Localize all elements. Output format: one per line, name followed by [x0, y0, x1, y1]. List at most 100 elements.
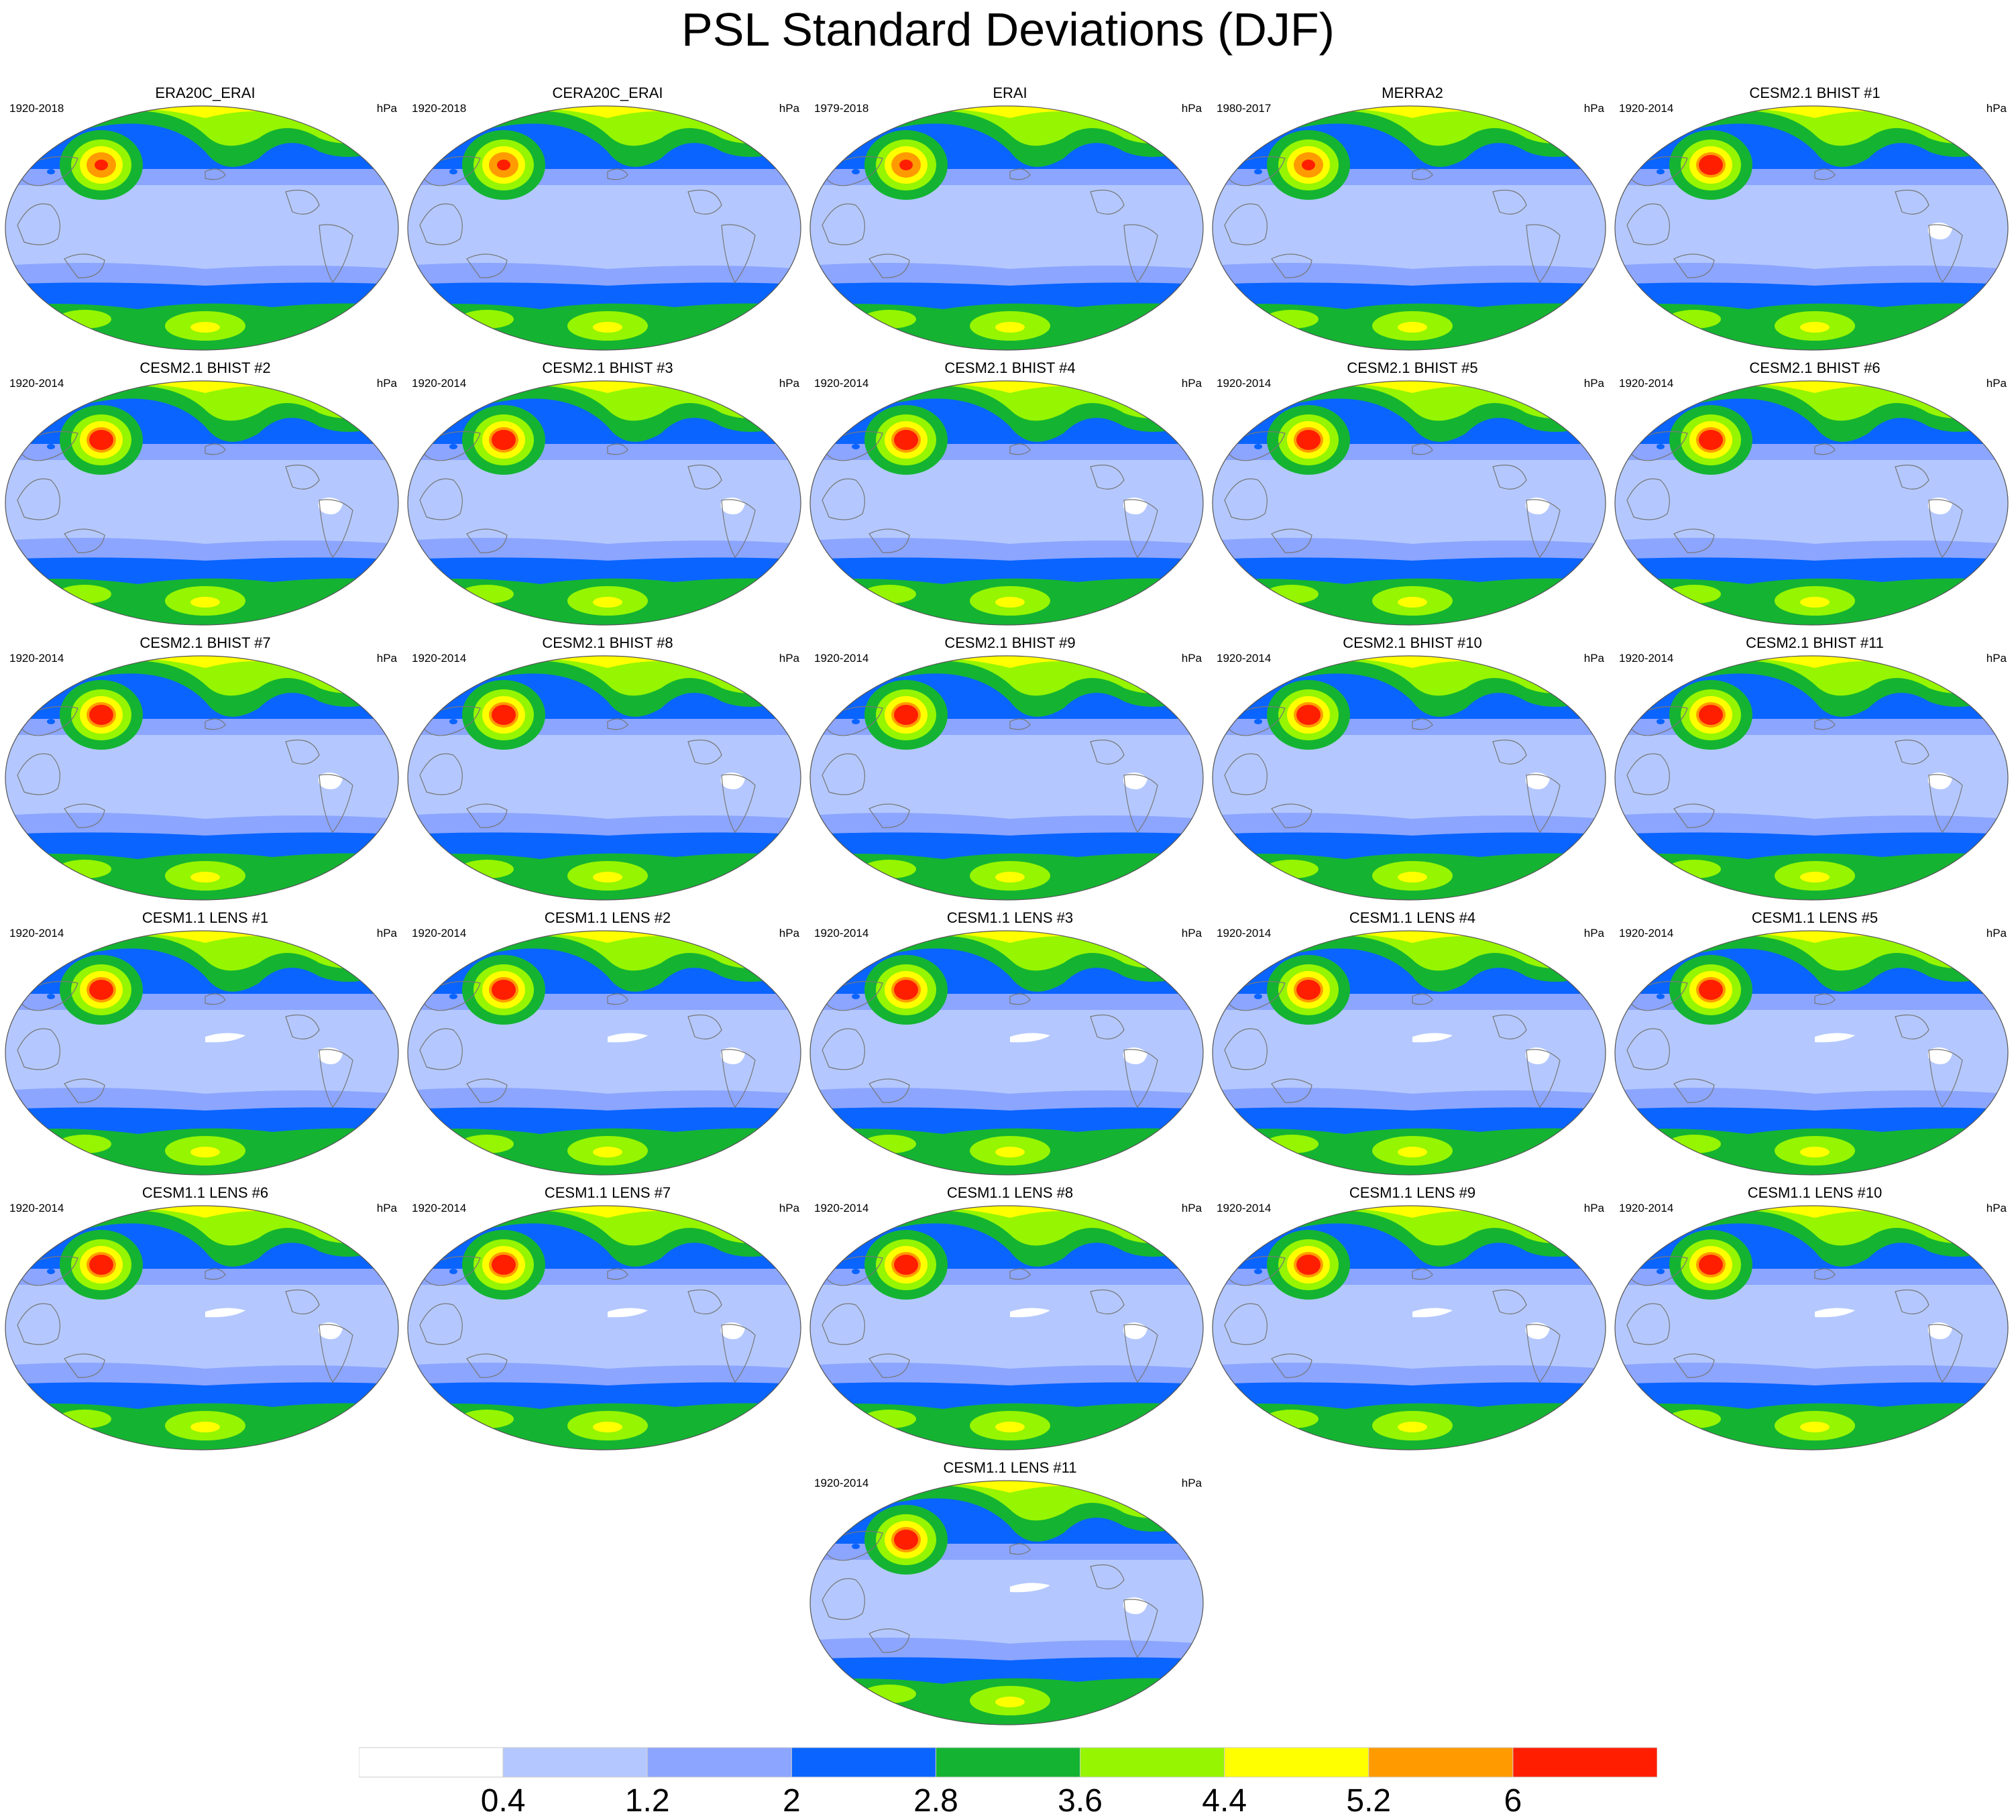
panel-units: hPa	[376, 1202, 397, 1214]
panel-title: CESM1.1 LENS #11	[943, 1459, 1077, 1476]
world-map	[1614, 380, 2009, 626]
panel-title: CESM2.1 BHIST #3	[542, 359, 673, 376]
map-panel: CESM2.1 BHIST #7 1920-2014 hPa	[4, 634, 406, 909]
panel-title: CESM2.1 BHIST #11	[1746, 634, 1884, 651]
colorbar-segment	[935, 1747, 1081, 1778]
map-panel: CESM1.1 LENS #4 1920-2014 hPa	[1211, 909, 1614, 1184]
world-map	[1212, 930, 1606, 1176]
map-panel: CESM2.1 BHIST #3 1920-2014 hPa	[406, 359, 809, 634]
world-map	[809, 1480, 1204, 1725]
panel-title: CESM1.1 LENS #6	[142, 1184, 269, 1201]
map-panel: MERRA2 1980-2017 hPa	[1211, 84, 1614, 359]
panel-units: hPa	[376, 377, 397, 390]
panel-period: 1920-2014	[1619, 377, 1674, 390]
world-map	[5, 105, 399, 351]
colorbar-tick-label: 0.4	[480, 1783, 526, 1819]
panel-period: 1920-2018	[412, 102, 467, 115]
panel-period: 1920-2014	[1217, 1202, 1272, 1214]
panel-period: 1920-2014	[9, 1202, 64, 1214]
panel-title: CESM2.1 BHIST #10	[1343, 634, 1482, 651]
map-panel: CESM1.1 LENS #3 1920-2014 hPa	[809, 909, 1211, 1184]
world-map	[1212, 380, 1606, 626]
panel-period: 1920-2014	[1619, 1202, 1674, 1214]
map-panel: CESM1.1 LENS #6 1920-2014 hPa	[4, 1184, 406, 1459]
panel-period: 1980-2017	[1217, 102, 1272, 115]
world-map	[407, 655, 801, 901]
colorbar	[359, 1747, 1657, 1778]
panel-title: CERA20C_ERAI	[552, 84, 663, 101]
world-map	[809, 1205, 1204, 1451]
map-panel: ERAI 1979-2018 hPa	[809, 84, 1211, 359]
panel-title: MERRA2	[1382, 84, 1443, 101]
colorbar-segment	[1512, 1747, 1657, 1778]
map-panel: CESM2.1 BHIST #5 1920-2014 hPa	[1211, 359, 1614, 634]
panel-period: 1920-2014	[1217, 652, 1272, 665]
colorbar-segment	[502, 1747, 648, 1778]
panel-units: hPa	[1986, 927, 2007, 940]
map-panel: CESM2.1 BHIST #4 1920-2014 hPa	[809, 359, 1211, 634]
figure-title: PSL Standard Deviations (DJF)	[681, 3, 1335, 56]
map-panel: CESM1.1 LENS #1 1920-2014 hPa	[4, 909, 406, 1184]
map-panel: CERA20C_ERAI 1920-2018 hPa	[406, 84, 809, 359]
panel-period: 1920-2018	[9, 102, 64, 115]
colorbar-tick-label: 5.2	[1346, 1783, 1392, 1819]
panel-units: hPa	[1181, 652, 1202, 665]
panel-period: 1920-2014	[9, 377, 64, 390]
panel-title: CESM2.1 BHIST #9	[944, 634, 1076, 651]
panel-units: hPa	[1583, 377, 1604, 390]
panel-units: hPa	[1181, 1477, 1202, 1489]
panel-units: hPa	[1986, 1202, 2007, 1214]
panel-period: 1920-2014	[412, 652, 467, 665]
panel-units: hPa	[1181, 927, 1202, 940]
colorbar-segment	[647, 1747, 792, 1778]
colorbar-tick-label: 2	[782, 1783, 801, 1819]
panel-period: 1920-2014	[412, 1202, 467, 1214]
panel-period: 1920-2014	[814, 1477, 869, 1489]
panel-units: hPa	[1986, 102, 2007, 115]
world-map	[809, 105, 1204, 351]
panel-title: CESM2.1 BHIST #4	[944, 359, 1076, 376]
panel-period: 1920-2014	[9, 652, 64, 665]
panel-units: hPa	[1583, 102, 1604, 115]
world-map	[407, 105, 801, 351]
world-map	[407, 380, 801, 626]
panel-units: hPa	[376, 652, 397, 665]
map-panel: CESM2.1 BHIST #8 1920-2014 hPa	[406, 634, 809, 909]
world-map	[1212, 105, 1606, 351]
panel-period: 1920-2014	[814, 1202, 869, 1214]
panel-units: hPa	[376, 102, 397, 115]
world-map	[5, 930, 399, 1176]
colorbar-segment	[1368, 1747, 1514, 1778]
panel-title: CESM2.1 BHIST #1	[1749, 84, 1881, 101]
colorbar-segment	[359, 1747, 504, 1778]
panel-title: CESM1.1 LENS #7	[544, 1184, 671, 1201]
panel-units: hPa	[779, 377, 799, 390]
map-panel: CESM2.1 BHIST #1 1920-2014 hPa	[1614, 84, 2016, 359]
map-panel: CESM1.1 LENS #7 1920-2014 hPa	[406, 1184, 809, 1459]
map-panel: ERA20C_ERAI 1920-2018 hPa	[4, 84, 406, 359]
panel-title: CESM1.1 LENS #4	[1349, 909, 1476, 926]
world-map	[5, 1205, 399, 1451]
panel-units: hPa	[779, 1202, 799, 1214]
panel-title: CESM2.1 BHIST #8	[542, 634, 673, 651]
world-map	[1212, 1205, 1606, 1451]
map-panel: CESM1.1 LENS #9 1920-2014 hPa	[1211, 1184, 1614, 1459]
panel-title: CESM1.1 LENS #8	[946, 1184, 1074, 1201]
panel-title: ERAI	[993, 84, 1027, 101]
panel-title: CESM1.1 LENS #9	[1349, 1184, 1476, 1201]
world-map	[809, 655, 1204, 901]
panel-units: hPa	[779, 927, 799, 940]
panel-units: hPa	[376, 927, 397, 940]
panel-units: hPa	[1181, 377, 1202, 390]
panel-title: CESM1.1 LENS #2	[544, 909, 671, 926]
panel-period: 1920-2014	[814, 652, 869, 665]
panel-title: CESM2.1 BHIST #6	[1749, 359, 1881, 376]
colorbar-tick-label: 3.6	[1058, 1783, 1103, 1819]
panel-period: 1920-2014	[1619, 927, 1674, 940]
panel-units: hPa	[1583, 927, 1604, 940]
colorbar-segment	[1224, 1747, 1369, 1778]
map-panel: CESM1.1 LENS #11 1920-2014 hPa	[809, 1459, 1211, 1734]
panel-units: hPa	[1181, 102, 1202, 115]
panel-units: hPa	[1986, 652, 2007, 665]
panel-title: CESM1.1 LENS #3	[946, 909, 1074, 926]
